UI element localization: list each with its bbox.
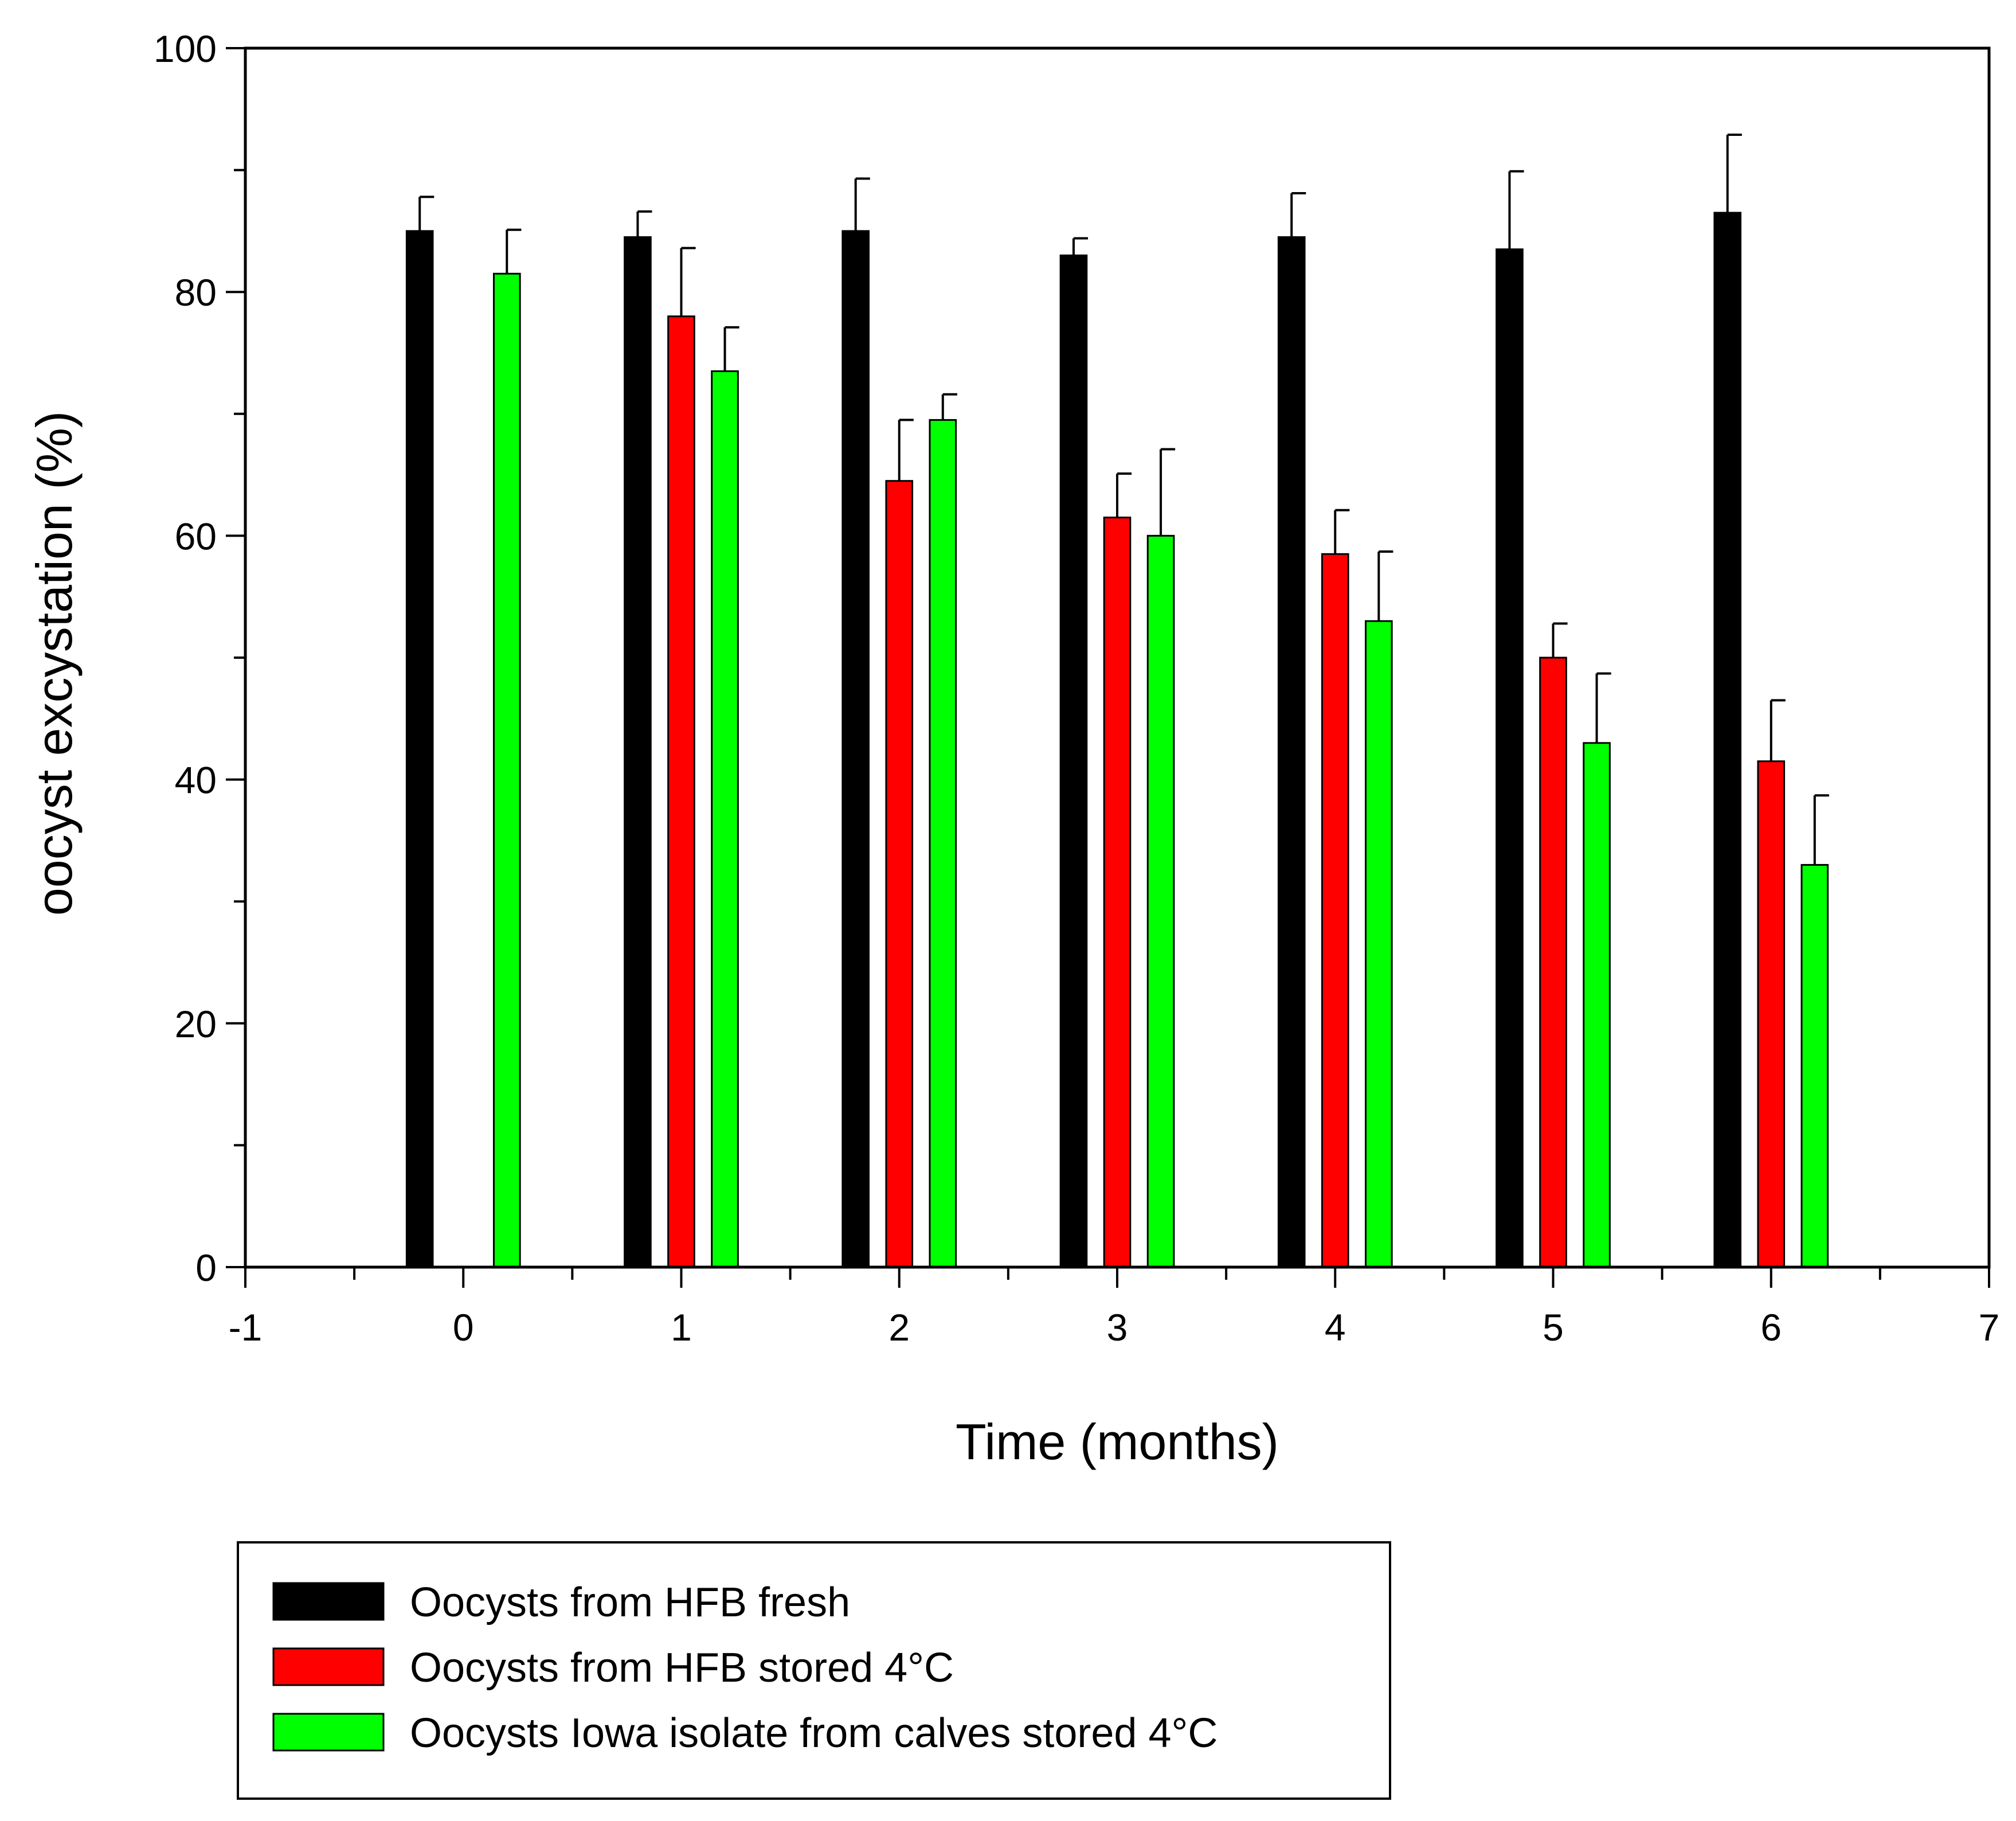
bar-series-3-month-1 bbox=[711, 370, 739, 1268]
x-tick-label: 7 bbox=[1979, 1306, 2000, 1349]
bar-series-3-month-3 bbox=[1146, 534, 1175, 1268]
legend-label: Oocysts Iowa isolate from calves stored … bbox=[410, 1710, 1218, 1756]
x-tick-label: 4 bbox=[1325, 1306, 1346, 1349]
y-tick-label: 100 bbox=[154, 28, 217, 70]
error-bar-series-1-month-4 bbox=[1290, 192, 1306, 237]
error-bar-series-3-month-0 bbox=[506, 228, 522, 274]
bar-series-2-month-5 bbox=[1539, 657, 1567, 1268]
bars-layer bbox=[405, 212, 1829, 1268]
bar-series-2-month-3 bbox=[1103, 517, 1132, 1268]
bar-series-1-month-3 bbox=[1059, 254, 1088, 1268]
error-bars-layer bbox=[418, 133, 1829, 865]
error-bar-series-3-month-4 bbox=[1377, 550, 1393, 622]
error-bar-series-3-month-5 bbox=[1595, 672, 1611, 743]
bar-series-3-month-6 bbox=[1800, 863, 1829, 1268]
error-bar-series-3-month-3 bbox=[1160, 448, 1176, 536]
y-tick-label: 80 bbox=[175, 271, 217, 314]
bar-series-1-month-5 bbox=[1496, 248, 1524, 1268]
bar-series-3-month-4 bbox=[1364, 620, 1393, 1268]
x-tick-label: 2 bbox=[888, 1306, 910, 1349]
y-axis-title: oocyst excystation (%) bbox=[26, 411, 83, 916]
error-bar-series-3-month-6 bbox=[1813, 794, 1829, 865]
bar-series-2-month-2 bbox=[885, 480, 914, 1268]
error-bar-series-2-month-5 bbox=[1552, 622, 1568, 658]
x-axis-title: Time (months) bbox=[956, 1413, 1279, 1470]
bar-series-2-month-6 bbox=[1757, 760, 1786, 1268]
bar-series-1-month-4 bbox=[1277, 236, 1306, 1268]
x-tick-label: 1 bbox=[671, 1306, 692, 1349]
y-tick-label: 40 bbox=[175, 759, 217, 802]
error-bar-series-2-month-1 bbox=[680, 247, 696, 316]
error-bar-series-2-month-6 bbox=[1770, 699, 1786, 761]
bar-series-1-month-6 bbox=[1713, 212, 1742, 1268]
legend-swatch bbox=[272, 1647, 385, 1686]
legend-item-1: Oocysts from HFB fresh bbox=[272, 1580, 850, 1625]
legend: Oocysts from HFB fresh Oocysts from HFB s… bbox=[237, 1541, 1391, 1800]
y-tick-label: 0 bbox=[195, 1246, 217, 1289]
error-bar-series-1-month-2 bbox=[854, 177, 870, 231]
y-tick-label: 60 bbox=[175, 515, 217, 557]
error-bar-series-1-month-1 bbox=[636, 210, 652, 237]
error-bar-series-2-month-3 bbox=[1116, 472, 1132, 518]
x-tick-label: 5 bbox=[1543, 1306, 1564, 1349]
legend-label: Oocysts from HFB stored 4°C bbox=[410, 1645, 954, 1691]
error-bar-series-2-month-2 bbox=[898, 419, 914, 481]
error-bar-series-1-month-3 bbox=[1072, 237, 1089, 256]
bar-series-2-month-1 bbox=[667, 315, 695, 1268]
error-bar-series-3-month-2 bbox=[941, 393, 957, 420]
bar-series-2-month-4 bbox=[1321, 553, 1349, 1268]
error-bar-series-2-month-4 bbox=[1334, 509, 1350, 554]
error-bar-series-1-month-0 bbox=[418, 196, 434, 231]
x-tick-label: -1 bbox=[229, 1306, 263, 1349]
legend-label: Oocysts from HFB fresh bbox=[410, 1580, 850, 1625]
x-tick-label: 6 bbox=[1760, 1306, 1782, 1349]
x-tick-label: 0 bbox=[453, 1306, 474, 1349]
y-axis: 0 20 40 60 80 100 bbox=[154, 28, 245, 1289]
y-tick-label: 20 bbox=[175, 1003, 217, 1045]
legend-swatch bbox=[272, 1582, 385, 1621]
error-bar-series-3-month-1 bbox=[723, 326, 739, 372]
bar-series-1-month-0 bbox=[405, 230, 434, 1268]
x-axis: -1 0 1 2 3 4 5 6 7 bbox=[229, 1267, 2000, 1349]
bar-series-3-month-5 bbox=[1583, 742, 1611, 1268]
legend-item-2: Oocysts from HFB stored 4°C bbox=[272, 1645, 954, 1691]
x-tick-label: 3 bbox=[1107, 1306, 1128, 1349]
legend-swatch bbox=[272, 1713, 385, 1752]
legend-box bbox=[237, 1541, 1391, 1800]
bar-series-1-month-1 bbox=[624, 236, 652, 1268]
legend-item-3: Oocysts Iowa isolate from calves stored … bbox=[272, 1710, 1218, 1756]
bar-series-3-month-0 bbox=[492, 272, 521, 1268]
error-bar-series-1-month-6 bbox=[1726, 133, 1742, 213]
error-bar-series-1-month-5 bbox=[1508, 170, 1524, 249]
bar-series-1-month-2 bbox=[841, 230, 870, 1268]
bar-series-3-month-2 bbox=[929, 419, 957, 1268]
